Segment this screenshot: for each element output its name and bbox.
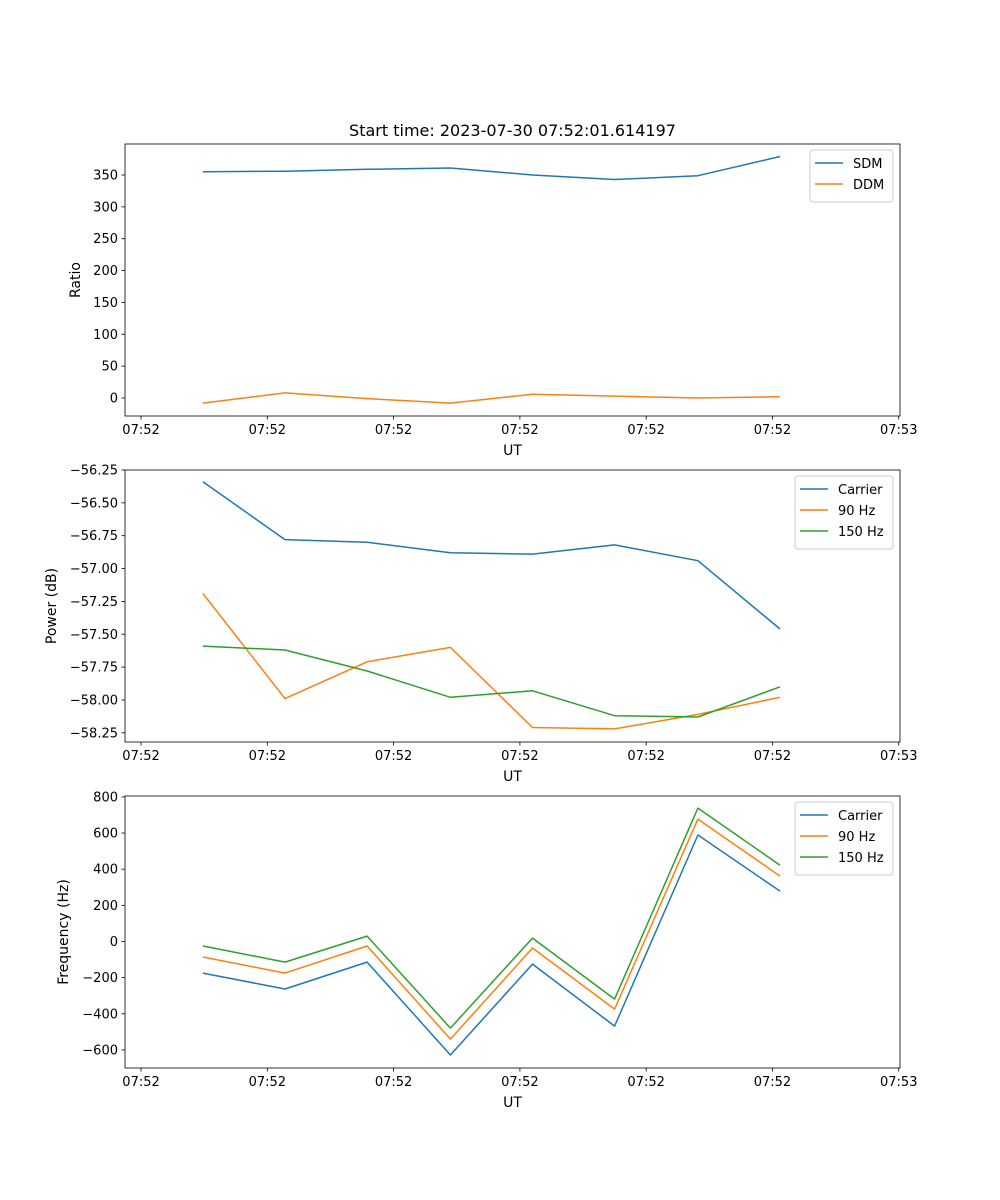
- y-tick-label: 200: [93, 899, 118, 914]
- x-tick-label: 07:53: [880, 423, 917, 438]
- series-line-150-hz: [202, 807, 781, 1029]
- series-line-sdm: [202, 155, 781, 181]
- legend: Carrier 90 Hz 150 Hz: [794, 475, 894, 550]
- y-tick-label: −57.75: [70, 661, 118, 676]
- x-tick-label: 07:52: [122, 423, 159, 438]
- x-axis-label: UT: [503, 1095, 522, 1111]
- y-tick-label: 0: [110, 391, 118, 406]
- y-tick-label: −58.25: [70, 726, 118, 741]
- x-tick-label: 07:52: [501, 423, 538, 438]
- y-tick-label: −57.00: [70, 562, 118, 577]
- y-tick-label: 600: [93, 827, 118, 842]
- legend-label: 90 Hz: [838, 830, 875, 845]
- y-tick-label: −56.75: [70, 529, 118, 544]
- x-tick-label: 07:52: [122, 1075, 159, 1090]
- y-tick-label: −400: [82, 1007, 118, 1022]
- x-tick-label: 07:52: [501, 749, 538, 764]
- series-line-ddm: [202, 392, 781, 404]
- x-axis-label: UT: [503, 769, 522, 785]
- legend-label: Carrier: [838, 483, 883, 498]
- y-tick-label: −58.00: [70, 693, 118, 708]
- y-tick-label: 400: [93, 863, 118, 878]
- x-tick-label: 07:52: [122, 749, 159, 764]
- series-line-carrier: [202, 834, 781, 1056]
- y-axis-label: Ratio: [68, 262, 84, 298]
- y-axis-label: Power (dB): [44, 568, 60, 644]
- y-tick-label: 150: [93, 296, 118, 311]
- y-tick-label: −56.25: [70, 464, 118, 479]
- legend: SDM DDM: [809, 149, 894, 203]
- y-tick-label: 800: [93, 790, 118, 805]
- x-tick-label: 07:52: [627, 749, 664, 764]
- axes-frame: [124, 143, 901, 417]
- x-tick-label: 07:52: [501, 1075, 538, 1090]
- subplot-1: 07:52 07:52 07:52 07:52 07:52 07:52 07:53 0 50 10…: [68, 121, 917, 459]
- legend-label: Carrier: [838, 809, 883, 824]
- y-axis-label: Frequency (Hz): [56, 879, 72, 985]
- x-tick-label: 07:52: [249, 1075, 286, 1090]
- y-tick-label: −57.25: [70, 595, 118, 610]
- y-tick-label: −56.50: [70, 496, 118, 511]
- legend-label: SDM: [853, 157, 882, 172]
- subplot-2: 07:52 07:52 07:52 07:52 07:52 07:52 07:53 −58.2…: [44, 464, 917, 786]
- legend-label: 90 Hz: [838, 504, 875, 519]
- x-tick-label: 07:52: [249, 749, 286, 764]
- legend-label: DDM: [853, 178, 884, 193]
- legend-label: 150 Hz: [838, 851, 884, 866]
- x-tick-label: 07:52: [754, 423, 791, 438]
- y-tick-label: 200: [93, 264, 118, 279]
- x-tick-label: 07:53: [880, 1075, 917, 1090]
- x-tick-label: 07:52: [754, 749, 791, 764]
- legend: Carrier 90 Hz 150 Hz: [794, 801, 894, 876]
- axes-frame: [124, 469, 901, 743]
- x-tick-label: 07:52: [375, 1075, 412, 1090]
- y-tick-label: −57.50: [70, 628, 118, 643]
- series-line-carrier: [202, 481, 781, 630]
- y-tick-label: 50: [101, 360, 118, 375]
- y-tick-label: 100: [93, 328, 118, 343]
- series-line-150-hz: [202, 645, 781, 718]
- y-tick-label: 250: [93, 232, 118, 247]
- legend-label: 150 Hz: [838, 525, 884, 540]
- series-line-90-hz: [202, 818, 781, 1040]
- y-tick-label: −600: [82, 1043, 118, 1058]
- y-tick-label: 300: [93, 200, 118, 215]
- y-tick-label: −200: [82, 971, 118, 986]
- x-tick-label: 07:52: [375, 423, 412, 438]
- y-tick-label: 0: [110, 935, 118, 950]
- x-tick-label: 07:52: [375, 749, 412, 764]
- x-axis-label: UT: [503, 443, 522, 459]
- x-tick-label: 07:52: [249, 423, 286, 438]
- axes-frame: [124, 795, 901, 1069]
- chart-title: Start time: 2023-07-30 07:52:01.614197: [349, 121, 676, 140]
- x-tick-label: 07:53: [880, 749, 917, 764]
- y-tick-label: 350: [93, 169, 118, 184]
- x-tick-label: 07:52: [754, 1075, 791, 1090]
- x-tick-label: 07:52: [627, 1075, 664, 1090]
- subplot-3: 07:52 07:52 07:52 07:52 07:52 07:52 07:53 −600 −…: [56, 790, 917, 1111]
- x-tick-label: 07:52: [627, 423, 664, 438]
